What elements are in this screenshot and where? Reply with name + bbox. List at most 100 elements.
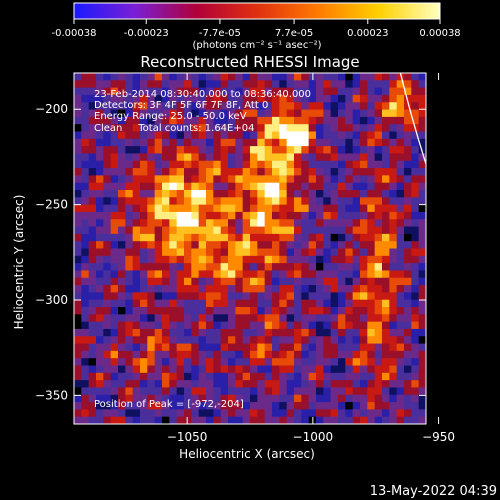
- heatmap-cell: [264, 80, 273, 89]
- heatmap-cell: [228, 416, 236, 424]
- heatmap-cell: [228, 402, 236, 410]
- heatmap-cell: [154, 402, 163, 410]
- heatmap-cell: [250, 138, 258, 147]
- heatmap-cell: [345, 372, 354, 381]
- heatmap-cell: [191, 365, 200, 374]
- heatmap-cell: [411, 372, 420, 381]
- heatmap-cell: [338, 241, 346, 250]
- heatmap-cell: [235, 80, 244, 89]
- heatmap-cell: [418, 219, 426, 228]
- heatmap-cell: [345, 102, 354, 111]
- heatmap-cell: [198, 190, 207, 198]
- heatmap-cell: [279, 131, 288, 140]
- heatmap-cell: [360, 343, 368, 352]
- heatmap-cell: [360, 248, 368, 257]
- heatmap-cell: [184, 336, 192, 345]
- heatmap-cell: [301, 387, 310, 396]
- heatmap-cell: [389, 343, 398, 352]
- heatmap-cell: [272, 80, 280, 89]
- heatmap-cell: [294, 182, 302, 191]
- heatmap-cell: [242, 211, 251, 220]
- heatmap-cell: [176, 94, 185, 103]
- heatmap-cell: [338, 190, 346, 198]
- heatmap-cell: [396, 168, 405, 176]
- heatmap-cell: [81, 204, 90, 213]
- heatmap-cell: [74, 190, 82, 198]
- heatmap-cell: [154, 211, 163, 220]
- heatmap-cell: [132, 372, 141, 381]
- heatmap-cell: [396, 336, 405, 345]
- heatmap-cell: [176, 138, 185, 147]
- heatmap-cell: [242, 299, 251, 308]
- heatmap-cell: [169, 387, 178, 396]
- heatmap-cell: [411, 94, 420, 103]
- heatmap-cell: [162, 314, 170, 323]
- heatmap-cell: [338, 285, 346, 293]
- heatmap-cell: [206, 87, 214, 96]
- heatmap-cell: [308, 94, 317, 103]
- heatmap-cell: [323, 277, 332, 286]
- heatmap-cell: [191, 233, 200, 242]
- heatmap-cell: [330, 350, 339, 359]
- heatmap-cell: [389, 270, 398, 279]
- heatmap-cell: [330, 109, 339, 118]
- heatmap-cell: [250, 387, 258, 396]
- heatmap-cell: [228, 248, 236, 257]
- heatmap-cell: [264, 358, 273, 367]
- heatmap-cell: [235, 292, 244, 301]
- heatmap-cell: [308, 138, 317, 147]
- heatmap-cell: [301, 299, 310, 308]
- heatmap-cell: [330, 116, 339, 125]
- heatmap-cell: [198, 124, 207, 133]
- heatmap-cell: [125, 263, 134, 272]
- heatmap-cell: [191, 372, 200, 381]
- heatmap-cell: [389, 116, 398, 125]
- heatmap-cell: [330, 102, 339, 111]
- heatmap-cell: [286, 328, 295, 337]
- heatmap-cell: [228, 387, 236, 396]
- heatmap-cell: [301, 102, 310, 111]
- heatmap-cell: [81, 321, 90, 330]
- heatmap-cell: [338, 109, 346, 118]
- heatmap-cell: [140, 285, 148, 293]
- heatmap-cell: [81, 138, 90, 147]
- heatmap-cell: [316, 211, 324, 220]
- heatmap-cell: [228, 358, 236, 367]
- heatmap-cell: [308, 299, 317, 308]
- heatmap-cell: [389, 80, 398, 89]
- heatmap-cell: [191, 285, 200, 293]
- heatmap-cell: [352, 372, 361, 381]
- heatmap-cell: [169, 175, 178, 184]
- heatmap-cell: [88, 226, 97, 235]
- heatmap-cell: [103, 394, 112, 403]
- heatmap-cell: [308, 292, 317, 301]
- heatmap-cell: [110, 350, 119, 359]
- heatmap-cell: [286, 380, 295, 389]
- heatmap-cell: [301, 124, 310, 133]
- heatmap-cell: [220, 387, 229, 396]
- heatmap-cell: [323, 94, 332, 103]
- heatmap-cell: [396, 255, 405, 264]
- heatmap-cell: [250, 350, 258, 359]
- heatmap-cell: [147, 182, 156, 191]
- heatmap-cell: [103, 160, 112, 169]
- heatmap-cell: [147, 146, 156, 155]
- heatmap-cell: [96, 233, 104, 242]
- heatmap-cell: [110, 387, 119, 396]
- heatmap-cell: [323, 336, 332, 345]
- heatmap-cell: [338, 219, 346, 228]
- heatmap-cell: [382, 285, 390, 293]
- heatmap-cell: [118, 87, 126, 96]
- heatmap-cell: [250, 263, 258, 272]
- heatmap-cell: [235, 270, 244, 279]
- heatmap-cell: [96, 365, 104, 374]
- heatmap-cell: [323, 402, 332, 410]
- heatmap-cell: [323, 321, 332, 330]
- heatmap-cell: [103, 204, 112, 213]
- heatmap-cell: [352, 263, 361, 272]
- heatmap-cell: [206, 102, 214, 111]
- heatmap-cell: [242, 116, 251, 125]
- heatmap-cell: [345, 226, 354, 235]
- heatmap-cell: [316, 365, 324, 374]
- heatmap-cell: [125, 365, 134, 374]
